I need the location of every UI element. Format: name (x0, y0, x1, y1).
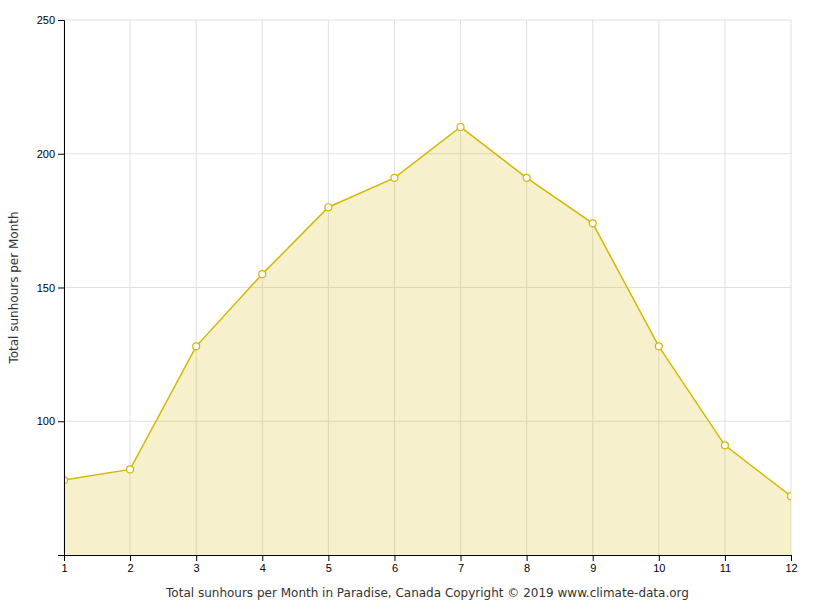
tick: 7 (458, 555, 464, 574)
point (325, 204, 332, 211)
grid-line (64, 20, 791, 21)
tick: 9 (590, 555, 596, 574)
chart: 123456789101112100150200250Total sunhour… (0, 0, 815, 611)
tick: 2 (128, 555, 134, 574)
y-axis: 100 150 200 250 (37, 14, 65, 555)
tick: 12 (785, 555, 797, 574)
tick-label: 9 (590, 562, 596, 574)
tick-label: 11 (720, 562, 731, 574)
tick: 200 (37, 148, 64, 160)
tick-mark (659, 555, 660, 561)
tick-label: 12 (785, 562, 797, 574)
tick-mark (130, 555, 131, 561)
tick-mark (58, 421, 64, 422)
tick-mark (58, 20, 64, 21)
point (721, 442, 728, 449)
axis-line (65, 556, 792, 562)
point (259, 271, 266, 278)
point (127, 466, 134, 473)
tick-label: 250 (37, 14, 55, 26)
tick-label: 1 (61, 562, 67, 574)
tick: 6 (392, 555, 398, 574)
point (589, 220, 596, 227)
tick: 5 (326, 555, 332, 574)
tick-mark (527, 555, 528, 561)
tick-label: 100 (37, 415, 55, 427)
grid (64, 20, 791, 555)
tick-label: 7 (458, 562, 464, 574)
tick-mark (58, 288, 64, 289)
grid-line (791, 20, 792, 555)
tick: 1 (61, 555, 67, 574)
tick: 11 (720, 555, 731, 574)
tick-label: 150 (37, 282, 55, 294)
tick-mark (58, 154, 64, 155)
tick-mark (461, 555, 462, 561)
tick-mark (394, 555, 395, 561)
tick-label: 6 (392, 562, 398, 574)
point (523, 174, 530, 181)
point (391, 174, 398, 181)
point (788, 493, 792, 500)
tick-label: 8 (524, 562, 530, 574)
tick-mark (791, 555, 792, 561)
tick: 3 (194, 555, 200, 574)
y-axis-title: Total sunhours per Month (7, 211, 21, 364)
tick-mark (593, 555, 594, 561)
tick-mark (725, 555, 726, 561)
tick-label: 4 (260, 562, 266, 574)
x-axis: 123456789101112 (61, 555, 797, 574)
tick: 8 (524, 555, 530, 574)
tick-mark (262, 555, 263, 561)
axis-line (58, 21, 65, 556)
tick-label: 5 (326, 562, 332, 574)
tick-mark (196, 555, 197, 561)
tick: 100 (37, 415, 64, 427)
tick-label: 3 (194, 562, 200, 574)
point (457, 124, 464, 131)
tick-label: 2 (128, 562, 134, 574)
tick-label: 200 (37, 148, 55, 160)
tick: 4 (260, 555, 266, 574)
tick-label: 10 (653, 562, 665, 574)
x-axis-title: Total sunhours per Month in Paradise, Ca… (165, 586, 689, 600)
line (64, 127, 791, 496)
point (193, 343, 200, 350)
plot: 123456789101112100150200250 (37, 14, 798, 574)
tick: 10 (653, 555, 665, 574)
tick: 150 (37, 282, 64, 294)
area (64, 127, 791, 555)
point (655, 343, 662, 350)
series (64, 124, 791, 556)
tick-mark (328, 555, 329, 561)
tick: 250 (37, 14, 64, 26)
